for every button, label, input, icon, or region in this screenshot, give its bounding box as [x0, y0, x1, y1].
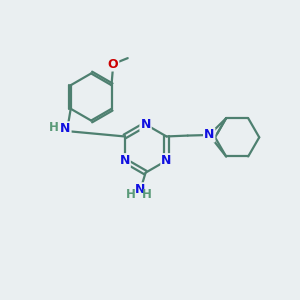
Text: H: H — [126, 188, 136, 201]
Text: O: O — [108, 58, 118, 70]
Text: N: N — [135, 183, 146, 196]
Text: N: N — [60, 122, 70, 135]
Text: N: N — [119, 154, 130, 167]
Text: N: N — [161, 154, 172, 167]
Text: N: N — [140, 118, 151, 131]
Text: H: H — [49, 121, 59, 134]
Text: N: N — [204, 128, 214, 142]
Text: H: H — [142, 188, 152, 201]
